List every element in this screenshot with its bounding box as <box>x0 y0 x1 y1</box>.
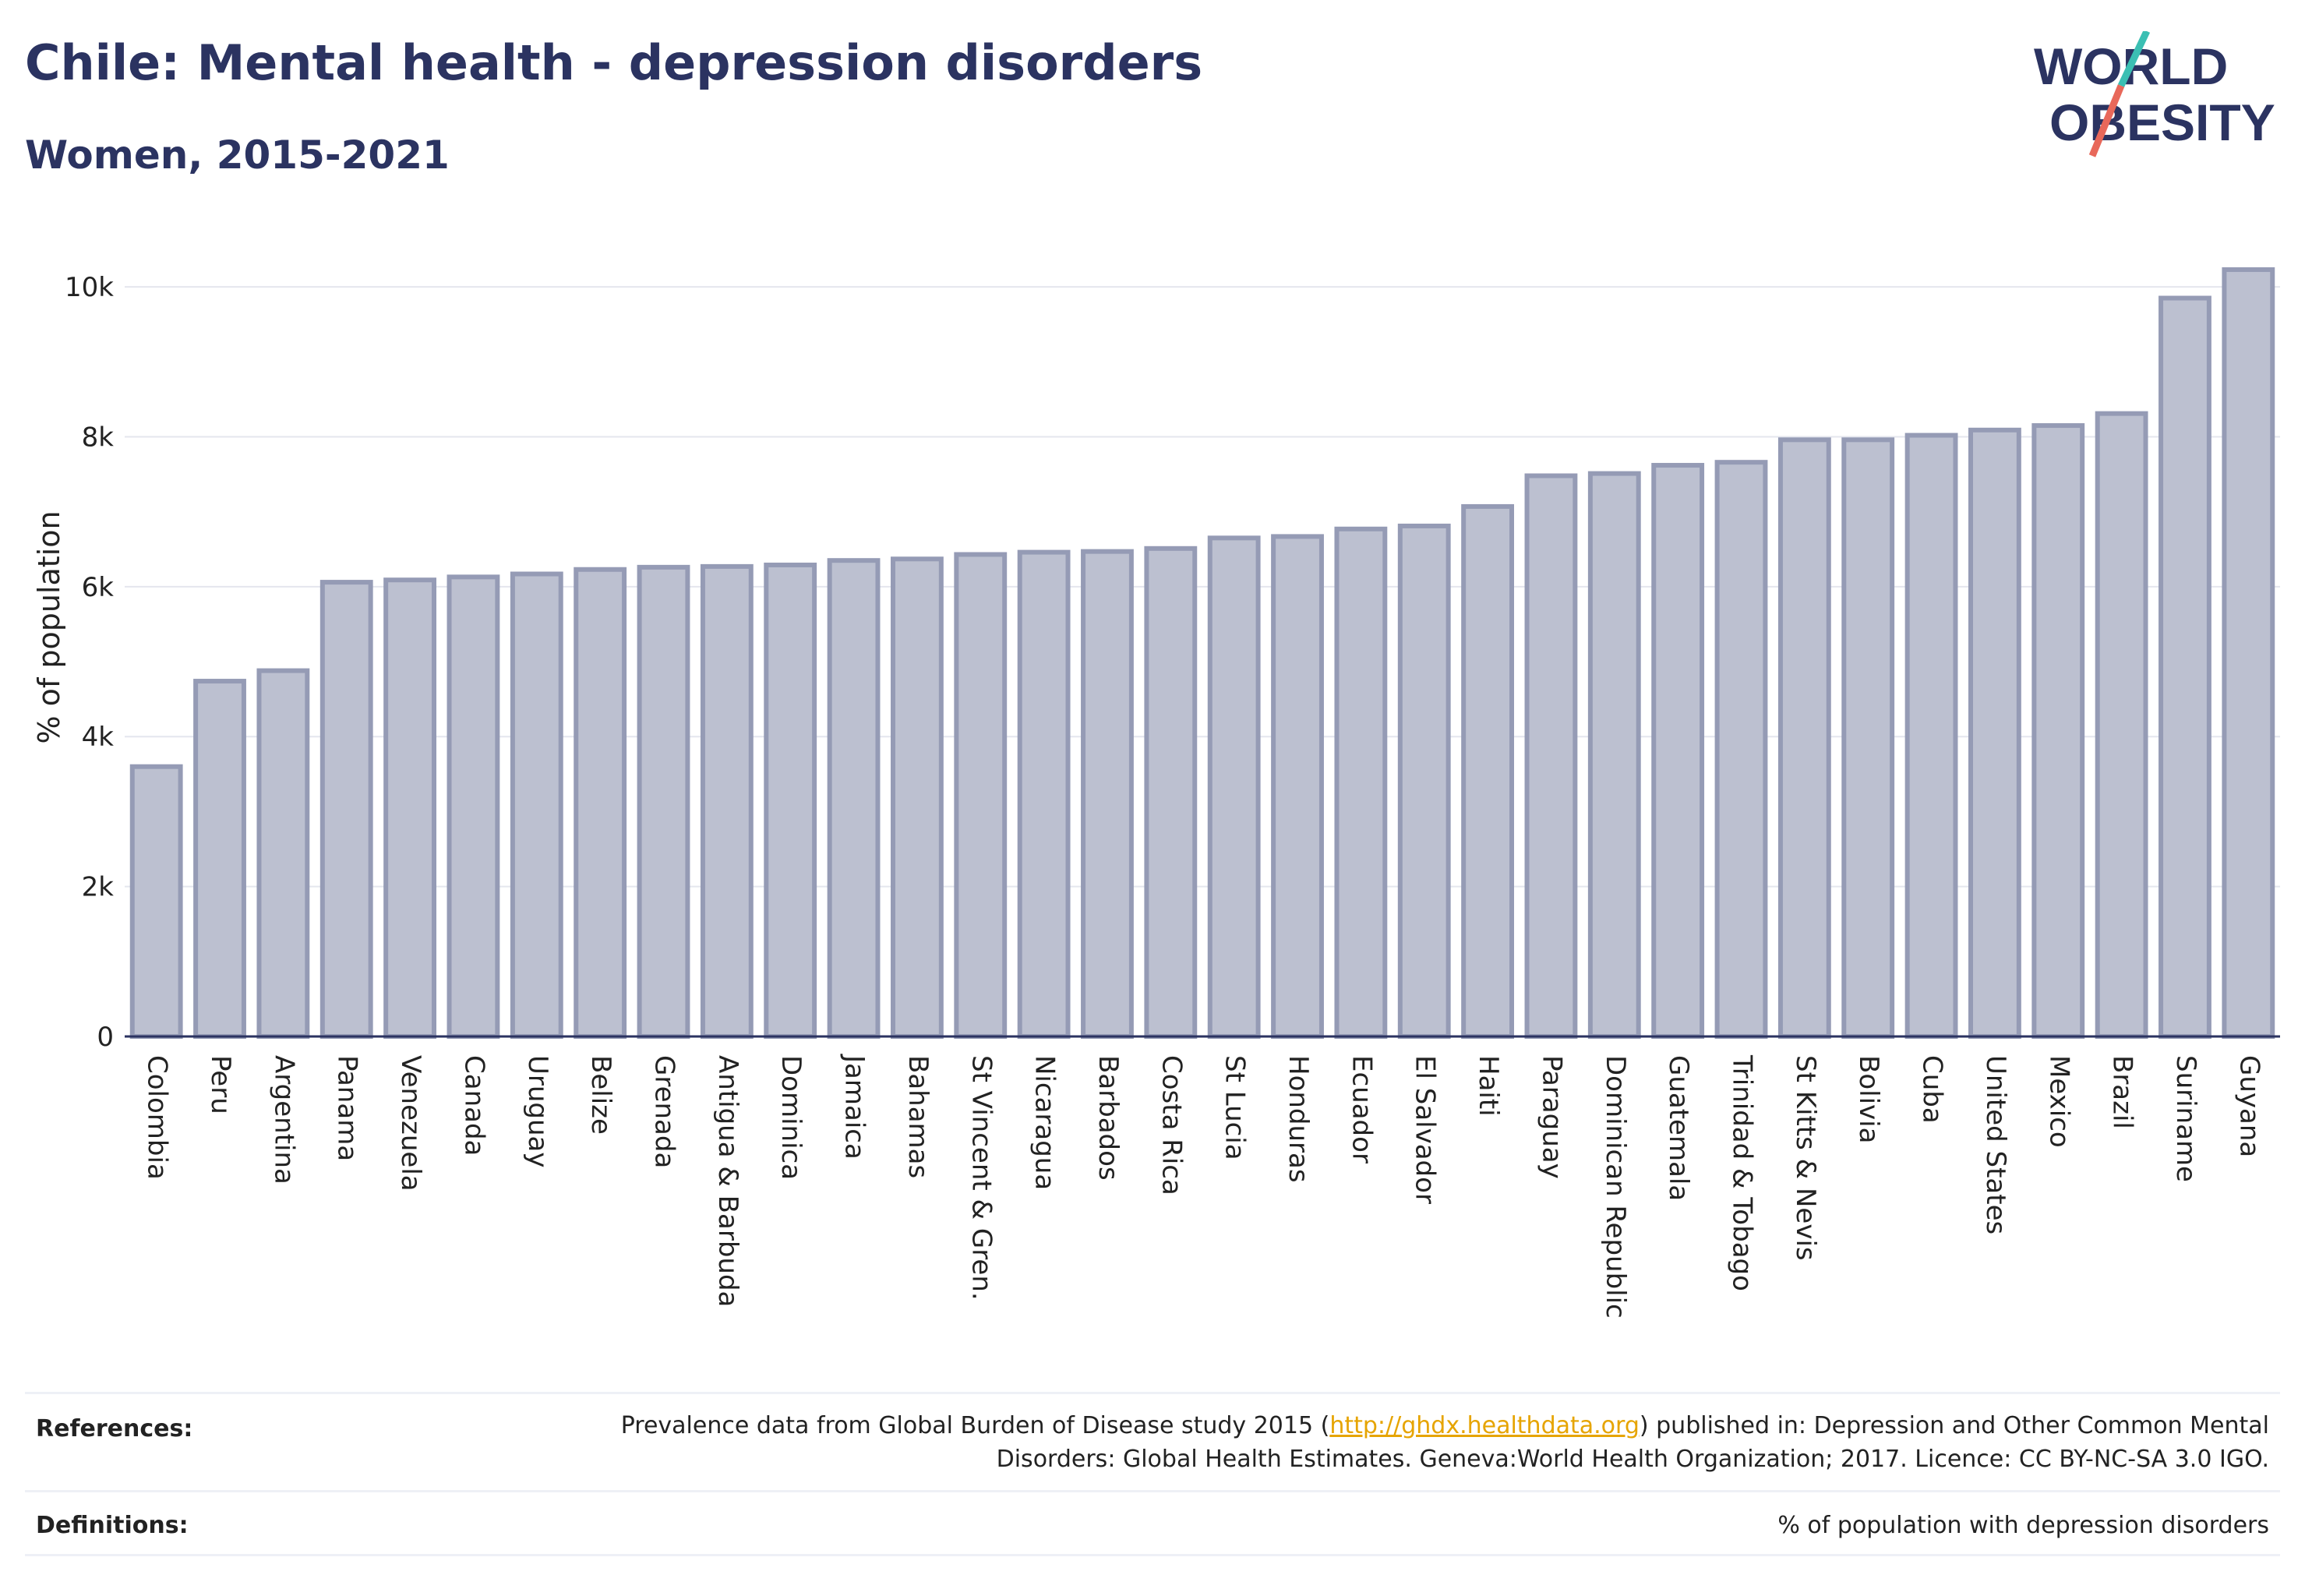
references-pre: Prevalence data from Global Burden of Di… <box>620 1412 1330 1439</box>
bar <box>1968 427 2021 1039</box>
bar <box>2095 411 2148 1039</box>
footer-divider-mid <box>25 1490 2280 1492</box>
chart-title: Chile: Mental health - depression disord… <box>25 34 1203 91</box>
bar <box>2159 295 2211 1039</box>
bar <box>129 764 183 1039</box>
y-axis-title: % of population <box>32 510 66 743</box>
bar <box>574 567 627 1039</box>
x-tick-label: Venezuela <box>395 1055 426 1192</box>
x-tick-label: Suriname <box>2170 1055 2201 1182</box>
bar <box>1271 534 1324 1039</box>
x-tick-label: Trinidad & Tobago <box>1727 1054 1758 1291</box>
bar <box>637 564 690 1039</box>
bar <box>1587 471 1641 1039</box>
references-post: ) published in: Depression and Other Com… <box>996 1412 2269 1473</box>
x-tick-label: St Lucia <box>1220 1055 1251 1160</box>
definitions-text: % of population with depression disorder… <box>1777 1512 2269 1539</box>
x-tick-label: Cuba <box>1917 1055 1948 1124</box>
x-tick-label: Brazil <box>2107 1055 2138 1129</box>
bar <box>1207 535 1261 1039</box>
bar <box>447 574 500 1039</box>
bar <box>256 668 310 1039</box>
world-obesity-logo: WORLD OBESITY <box>2034 31 2275 157</box>
bar <box>193 679 246 1039</box>
bar <box>1397 523 1451 1039</box>
logo-slash-coral <box>2088 84 2125 157</box>
y-tick-label: 10k <box>65 272 114 303</box>
x-tick-label: Belize <box>585 1055 616 1135</box>
x-tick-label: Jamaica <box>839 1054 870 1160</box>
x-tick-label: Guatemala <box>1663 1055 1694 1201</box>
y-tick-label: 8k <box>82 422 115 453</box>
bar <box>1524 473 1578 1039</box>
y-tick-label: 4k <box>82 722 115 753</box>
x-tick-label: Panama <box>332 1055 363 1161</box>
bar <box>1144 546 1198 1039</box>
x-tick-label: St Vincent & Gren. <box>965 1055 997 1301</box>
x-tick-label: Haiti <box>1473 1055 1504 1117</box>
chart-subtitle: Women, 2015-2021 <box>25 132 450 178</box>
x-tick-label: Bahamas <box>902 1055 934 1178</box>
bar <box>1334 526 1388 1039</box>
bar <box>1081 549 1134 1039</box>
logo-word-obesity: OBESITY <box>2049 94 2275 151</box>
bar <box>1651 463 1705 1039</box>
x-tick-label: Mexico <box>2043 1055 2074 1148</box>
y-axis-ticks: 0 2k 4k 6k 8k 10k <box>65 272 114 1053</box>
bar <box>1841 437 1895 1039</box>
footer-divider-bottom <box>25 1554 2280 1556</box>
x-tick-label: Grenada <box>649 1055 680 1168</box>
bar <box>1017 549 1071 1039</box>
bar <box>1461 503 1515 1039</box>
definitions-label: Definitions: <box>36 1512 189 1539</box>
references-label: References: <box>36 1415 193 1442</box>
x-tick-label: Antigua & Barbuda <box>712 1055 743 1307</box>
x-tick-label: Colombia <box>142 1055 173 1180</box>
y-tick-label: 2k <box>82 872 115 903</box>
x-tick-label: El Salvador <box>1410 1055 1441 1204</box>
bar <box>2222 267 2275 1039</box>
x-tick-label: Guyana <box>2233 1055 2264 1157</box>
bar <box>319 580 373 1039</box>
bar <box>510 571 563 1039</box>
bar <box>1714 460 1768 1039</box>
references-link[interactable]: http://ghdx.healthdata.org <box>1329 1412 1640 1439</box>
y-tick-label: 6k <box>82 572 115 603</box>
x-tick-label: Argentina <box>268 1055 299 1185</box>
x-tick-label: St Kitts & Nevis <box>1790 1055 1821 1261</box>
x-tick-label: Barbados <box>1092 1055 1124 1181</box>
bars <box>129 267 2275 1039</box>
x-tick-label: Paraguay <box>1536 1055 1567 1179</box>
y-tick-label: 0 <box>97 1022 114 1053</box>
footer-divider-top <box>25 1392 2280 1394</box>
bar-chart: 0 2k 4k 6k 8k 10k Colombia Peru Argentina Panama… <box>32 267 2280 1319</box>
bar <box>890 556 944 1039</box>
bar <box>827 558 881 1039</box>
x-tick-label: Nicaragua <box>1029 1055 1061 1190</box>
bar <box>2031 423 2085 1039</box>
x-tick-label: Honduras <box>1283 1055 1314 1183</box>
logo-slash-teal <box>2117 31 2151 87</box>
x-tick-label: Costa Rica <box>1156 1055 1187 1195</box>
bar <box>383 577 437 1039</box>
bar <box>700 563 754 1039</box>
x-tick-label: Uruguay <box>522 1055 553 1168</box>
bar <box>1777 437 1831 1039</box>
x-tick-label: Dominica <box>775 1055 807 1180</box>
references-text: Prevalence data from Global Burden of Di… <box>555 1409 2269 1476</box>
x-tick-label: Dominican Republic <box>1600 1055 1631 1319</box>
bar <box>764 562 817 1039</box>
x-tick-label: Canada <box>458 1055 489 1156</box>
bar <box>1904 433 1958 1039</box>
x-tick-label: Peru <box>205 1055 236 1114</box>
x-tick-label: United States <box>1980 1055 2011 1234</box>
x-tick-label: Bolivia <box>1853 1055 1884 1143</box>
x-tick-label: Ecuador <box>1346 1055 1377 1163</box>
bar <box>954 552 1008 1039</box>
x-axis-labels: Colombia Peru Argentina Panama Venezuela Cana… <box>142 1054 2265 1319</box>
